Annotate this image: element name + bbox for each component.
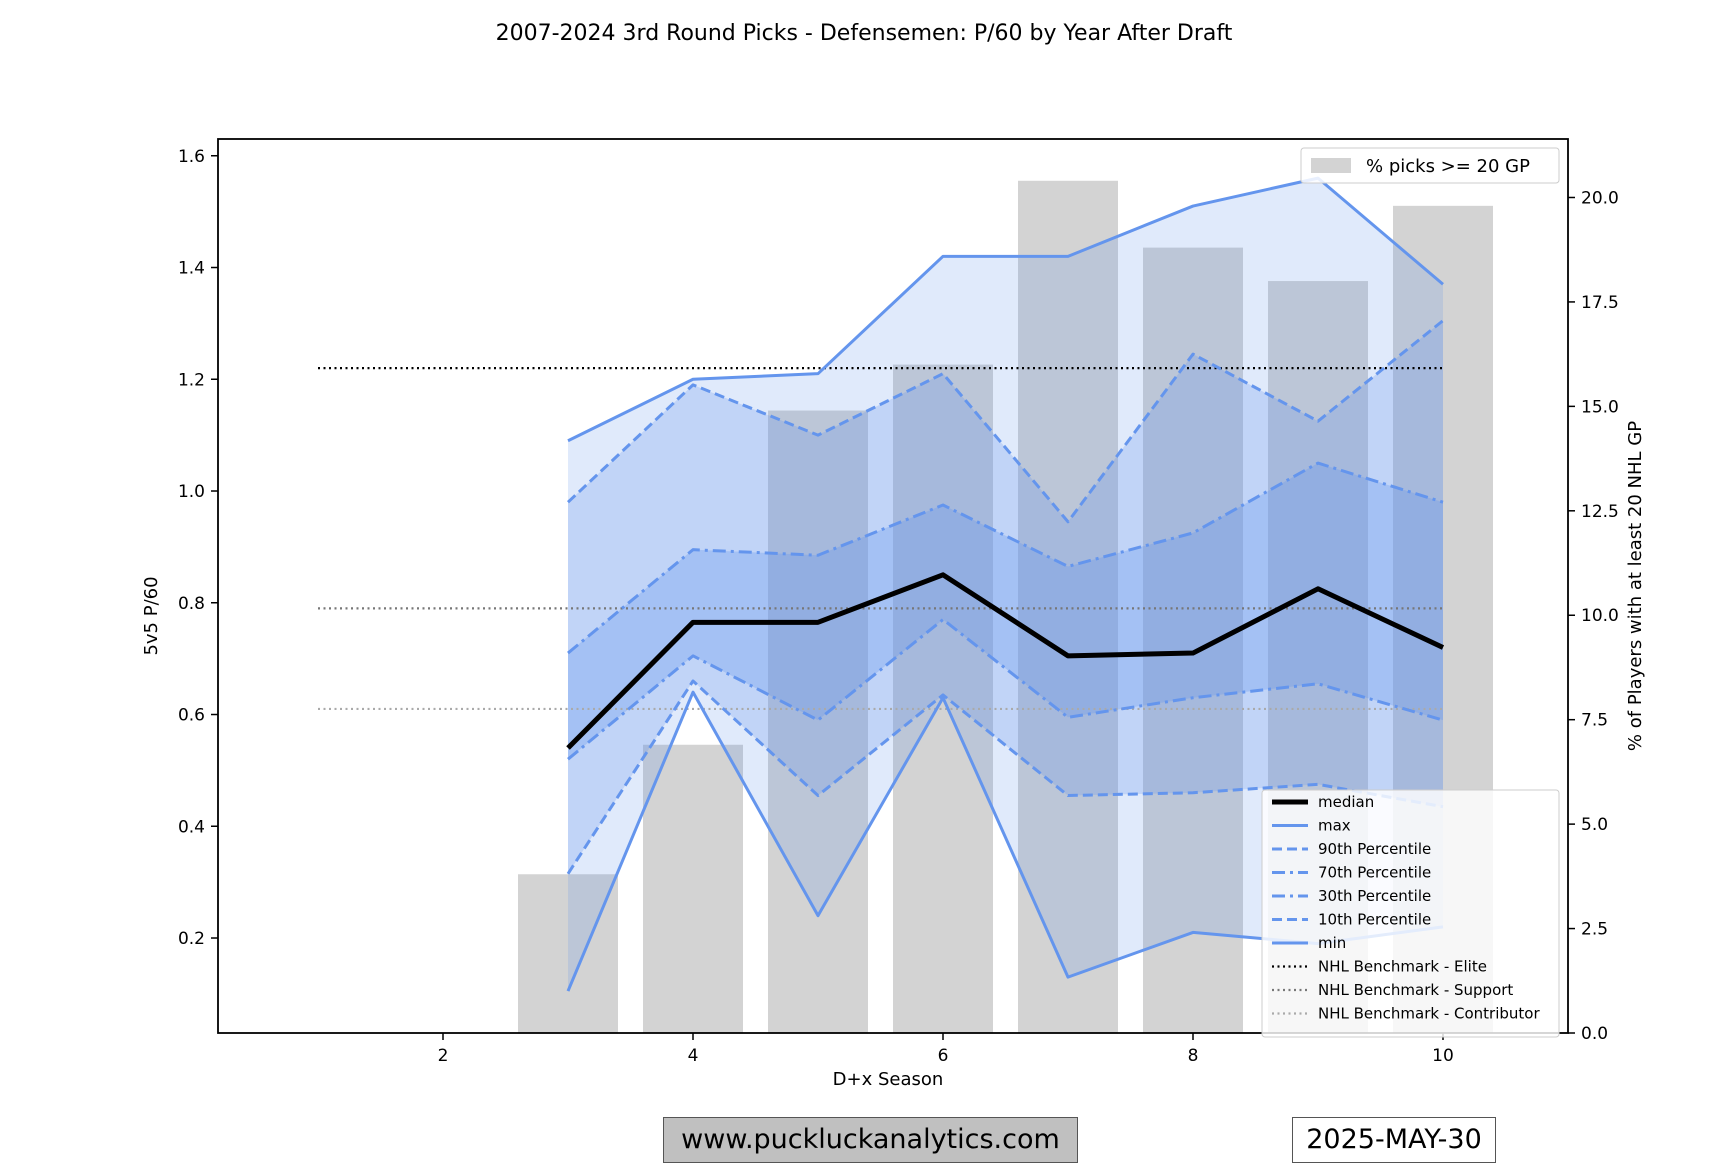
series-median (566, 572, 1445, 750)
y2-tick-label: 2.5 (1581, 920, 1608, 940)
y-tick-label: 1.4 (178, 259, 205, 279)
website-label: www.puckluckanalytics.com (663, 1117, 1078, 1163)
benchmarks-layer (318, 366, 1443, 711)
y2-tick-label: 12.5 (1581, 502, 1619, 522)
legend-line-label: 70th Percentile (1318, 864, 1431, 882)
legend-line-label: 10th Percentile (1318, 911, 1431, 929)
x-tick-label: 10 (1432, 1046, 1454, 1066)
y-axis-label: 5v5 P/60 (141, 576, 162, 655)
series-70th-percentile (567, 461, 1444, 655)
band-70th-percentile (568, 463, 1443, 760)
legend-line-label: max (1318, 817, 1351, 835)
y2-tick-label: 0.0 (1581, 1024, 1608, 1044)
series-10th-percentile (566, 679, 1444, 875)
bar-d5 (768, 410, 868, 1033)
bar-legend-box (1300, 147, 1560, 184)
series-30th-percentile (567, 618, 1444, 761)
legend-line-label: NHL Benchmark - Contributor (1318, 1005, 1540, 1023)
legend-line-label: 90th Percentile (1318, 840, 1431, 858)
bar-d4 (643, 744, 743, 1033)
y-tick-label: 0.4 (178, 817, 205, 837)
y2-tick-label: 20.0 (1581, 188, 1619, 208)
y-tick-label: 1.0 (178, 482, 205, 502)
y2-tick-label: 17.5 (1581, 293, 1619, 313)
legend-line-label: NHL Benchmark - Support (1318, 981, 1513, 999)
y2-tick-label: 15.0 (1581, 397, 1619, 417)
y-tick-label: 1.2 (178, 370, 205, 390)
band-max (568, 178, 1443, 992)
axes-layer: 2 4 6 8 10 0.2 0.4 0.6 0.8 1.0 1.2 1.4 1.6 0.0 2.5 5.0 7… (178, 138, 1619, 1066)
line-legend: median max 90th Percentile 70th Percentile 3… (1261, 789, 1560, 1038)
legend-line-label: min (1318, 934, 1346, 952)
x-tick-label: 6 (938, 1046, 949, 1066)
bar-legend-label: % picks >= 20 GP (1366, 156, 1530, 177)
date-label: 2025-MAY-30 (1292, 1117, 1496, 1163)
legend-line-label: 30th Percentile (1318, 887, 1431, 905)
x-axis-label: D+x Season (833, 1069, 944, 1090)
bands-layer (568, 178, 1443, 992)
legend-line-label: median (1318, 793, 1374, 811)
chart-title: 2007-2024 3rd Round Picks - Defensemen: … (496, 21, 1233, 46)
legend-line-label: NHL Benchmark - Elite (1318, 958, 1487, 976)
series-90th-percentile (566, 319, 1444, 524)
y-tick-label: 0.6 (178, 706, 205, 726)
y2-tick-label: 5.0 (1581, 815, 1608, 835)
y2-tick-label: 7.5 (1581, 711, 1608, 731)
y-tick-label: 0.8 (178, 594, 205, 614)
bar-legend-swatch (1311, 158, 1351, 173)
y-tick-label: 0.2 (178, 929, 205, 949)
y2-tick-label: 10.0 (1581, 606, 1619, 626)
x-tick-label: 8 (1188, 1046, 1199, 1066)
x-tick-label: 2 (438, 1046, 449, 1066)
bar-legend: % picks >= 20 GP (1300, 147, 1560, 184)
bar-d8 (1143, 247, 1243, 1033)
lines-layer (566, 176, 1445, 992)
bar-d3 (518, 874, 618, 1033)
series-max (567, 176, 1444, 443)
band-90th-percentile (568, 320, 1443, 874)
bar-d7 (1018, 180, 1118, 1033)
y-tick-label: 1.6 (178, 147, 205, 167)
plot-frame (217, 138, 1569, 1034)
x-tick-label: 4 (688, 1046, 699, 1066)
y2-axis-label: % of Players with at least 20 NHL GP (1625, 421, 1646, 751)
line-legend-box (1261, 789, 1560, 1038)
